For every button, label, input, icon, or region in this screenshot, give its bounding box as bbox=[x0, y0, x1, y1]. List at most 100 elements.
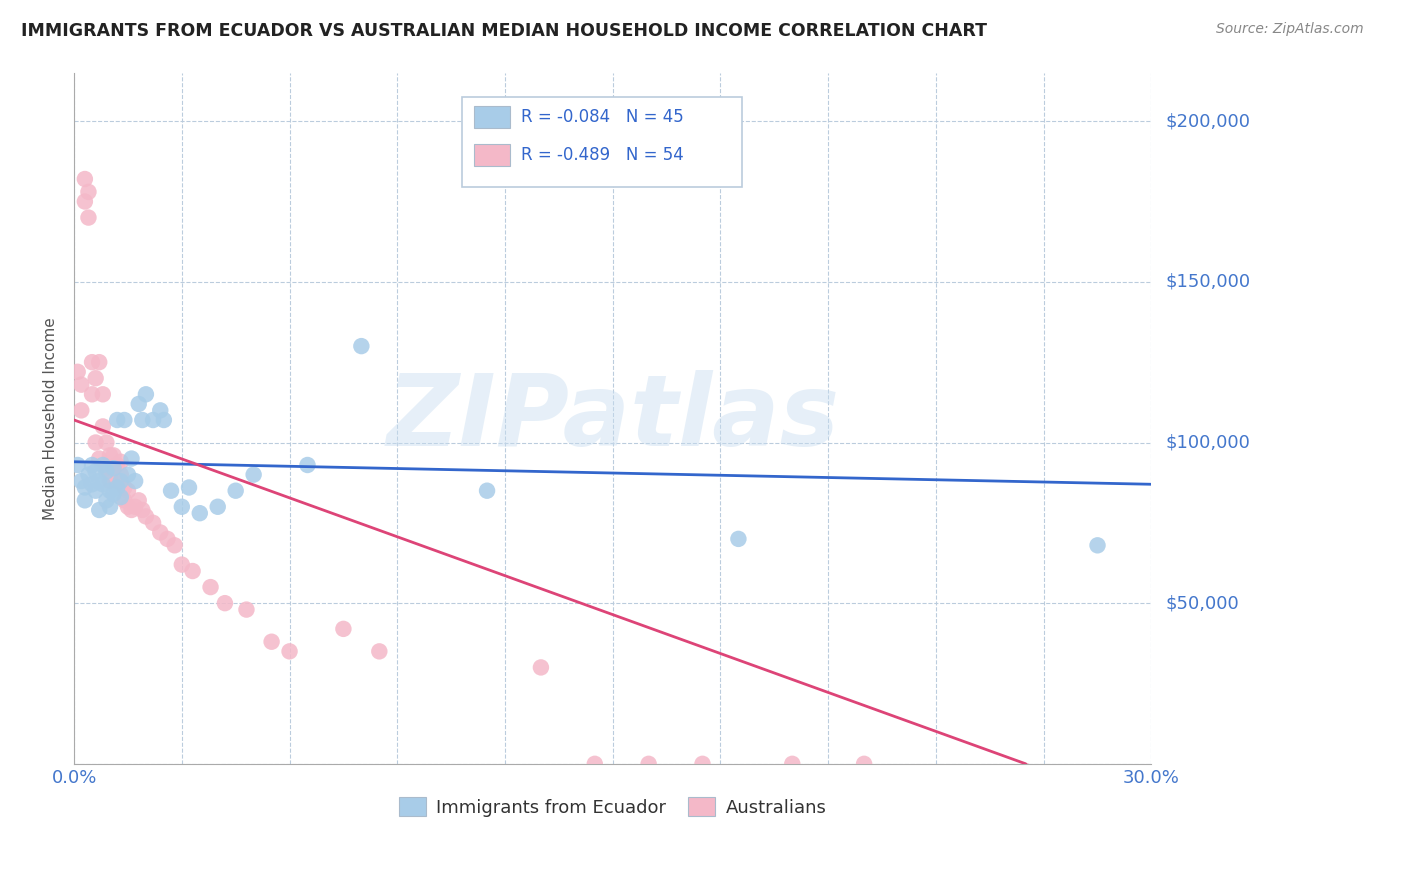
Point bbox=[117, 467, 139, 482]
Point bbox=[177, 481, 200, 495]
Point bbox=[583, 756, 606, 771]
Point bbox=[297, 458, 319, 472]
Point bbox=[135, 387, 157, 401]
Point bbox=[637, 756, 659, 771]
Point bbox=[91, 419, 114, 434]
Point bbox=[207, 500, 229, 514]
Point bbox=[84, 464, 107, 478]
Point bbox=[121, 451, 143, 466]
Text: $50,000: $50,000 bbox=[1166, 594, 1239, 612]
Point bbox=[153, 413, 176, 427]
Point bbox=[163, 538, 186, 552]
Point bbox=[91, 477, 114, 491]
Point bbox=[117, 483, 139, 498]
Point bbox=[242, 467, 264, 482]
Point bbox=[98, 483, 121, 498]
Point bbox=[98, 448, 121, 462]
Point bbox=[89, 474, 111, 488]
Point bbox=[131, 503, 153, 517]
Y-axis label: Median Household Income: Median Household Income bbox=[44, 317, 58, 520]
Point bbox=[278, 644, 301, 658]
FancyBboxPatch shape bbox=[463, 97, 742, 187]
Point bbox=[530, 660, 553, 674]
Point bbox=[110, 455, 132, 469]
Point bbox=[73, 481, 96, 495]
Text: R = -0.489   N = 54: R = -0.489 N = 54 bbox=[522, 146, 683, 164]
Point bbox=[200, 580, 222, 594]
Point bbox=[89, 355, 111, 369]
Point bbox=[80, 387, 103, 401]
Point bbox=[110, 474, 132, 488]
Point bbox=[105, 458, 128, 472]
Point bbox=[70, 474, 93, 488]
Point bbox=[66, 458, 89, 472]
Point bbox=[98, 474, 121, 488]
Point bbox=[110, 490, 132, 504]
Point bbox=[105, 474, 128, 488]
Text: Source: ZipAtlas.com: Source: ZipAtlas.com bbox=[1216, 22, 1364, 37]
Text: ZIPatlas: ZIPatlas bbox=[387, 370, 839, 467]
Point bbox=[112, 413, 135, 427]
Point bbox=[66, 365, 89, 379]
Point bbox=[1087, 538, 1109, 552]
Point bbox=[128, 397, 150, 411]
Point bbox=[692, 756, 714, 771]
Point bbox=[73, 493, 96, 508]
Point bbox=[73, 172, 96, 186]
Point bbox=[105, 413, 128, 427]
Point bbox=[782, 756, 804, 771]
Point bbox=[368, 644, 391, 658]
Point bbox=[80, 477, 103, 491]
Text: $150,000: $150,000 bbox=[1166, 273, 1250, 291]
Point bbox=[121, 503, 143, 517]
Point bbox=[110, 467, 132, 482]
Point bbox=[112, 481, 135, 495]
Point bbox=[91, 458, 114, 472]
Point bbox=[91, 387, 114, 401]
Point bbox=[103, 461, 125, 475]
Point bbox=[181, 564, 204, 578]
Point bbox=[170, 558, 193, 572]
Text: $100,000: $100,000 bbox=[1166, 434, 1250, 451]
Point bbox=[89, 503, 111, 517]
Point bbox=[98, 500, 121, 514]
Text: IMMIGRANTS FROM ECUADOR VS AUSTRALIAN MEDIAN HOUSEHOLD INCOME CORRELATION CHART: IMMIGRANTS FROM ECUADOR VS AUSTRALIAN ME… bbox=[21, 22, 987, 40]
Text: $200,000: $200,000 bbox=[1166, 112, 1250, 130]
Point bbox=[80, 458, 103, 472]
FancyBboxPatch shape bbox=[474, 145, 510, 166]
Point bbox=[727, 532, 749, 546]
Point bbox=[105, 481, 128, 495]
Point bbox=[170, 500, 193, 514]
Point bbox=[260, 634, 283, 648]
Point bbox=[128, 493, 150, 508]
Point bbox=[131, 413, 153, 427]
Point bbox=[853, 756, 876, 771]
Point bbox=[156, 532, 179, 546]
Point bbox=[214, 596, 236, 610]
Point bbox=[70, 377, 93, 392]
Point bbox=[73, 194, 96, 209]
Text: R = -0.084   N = 45: R = -0.084 N = 45 bbox=[522, 108, 683, 126]
Point bbox=[84, 483, 107, 498]
Point bbox=[77, 467, 100, 482]
Point bbox=[96, 464, 118, 478]
Point bbox=[103, 487, 125, 501]
Point bbox=[124, 474, 146, 488]
Point bbox=[475, 483, 498, 498]
Point bbox=[112, 493, 135, 508]
Point bbox=[103, 448, 125, 462]
Point bbox=[142, 413, 165, 427]
Point bbox=[96, 435, 118, 450]
Legend: Immigrants from Ecuador, Australians: Immigrants from Ecuador, Australians bbox=[391, 790, 834, 824]
Point bbox=[89, 451, 111, 466]
Point bbox=[350, 339, 373, 353]
FancyBboxPatch shape bbox=[474, 106, 510, 128]
Point bbox=[142, 516, 165, 530]
Point bbox=[135, 509, 157, 524]
Point bbox=[235, 602, 257, 616]
Point bbox=[96, 493, 118, 508]
Point bbox=[84, 435, 107, 450]
Point bbox=[70, 403, 93, 417]
Point bbox=[96, 461, 118, 475]
Point bbox=[225, 483, 247, 498]
